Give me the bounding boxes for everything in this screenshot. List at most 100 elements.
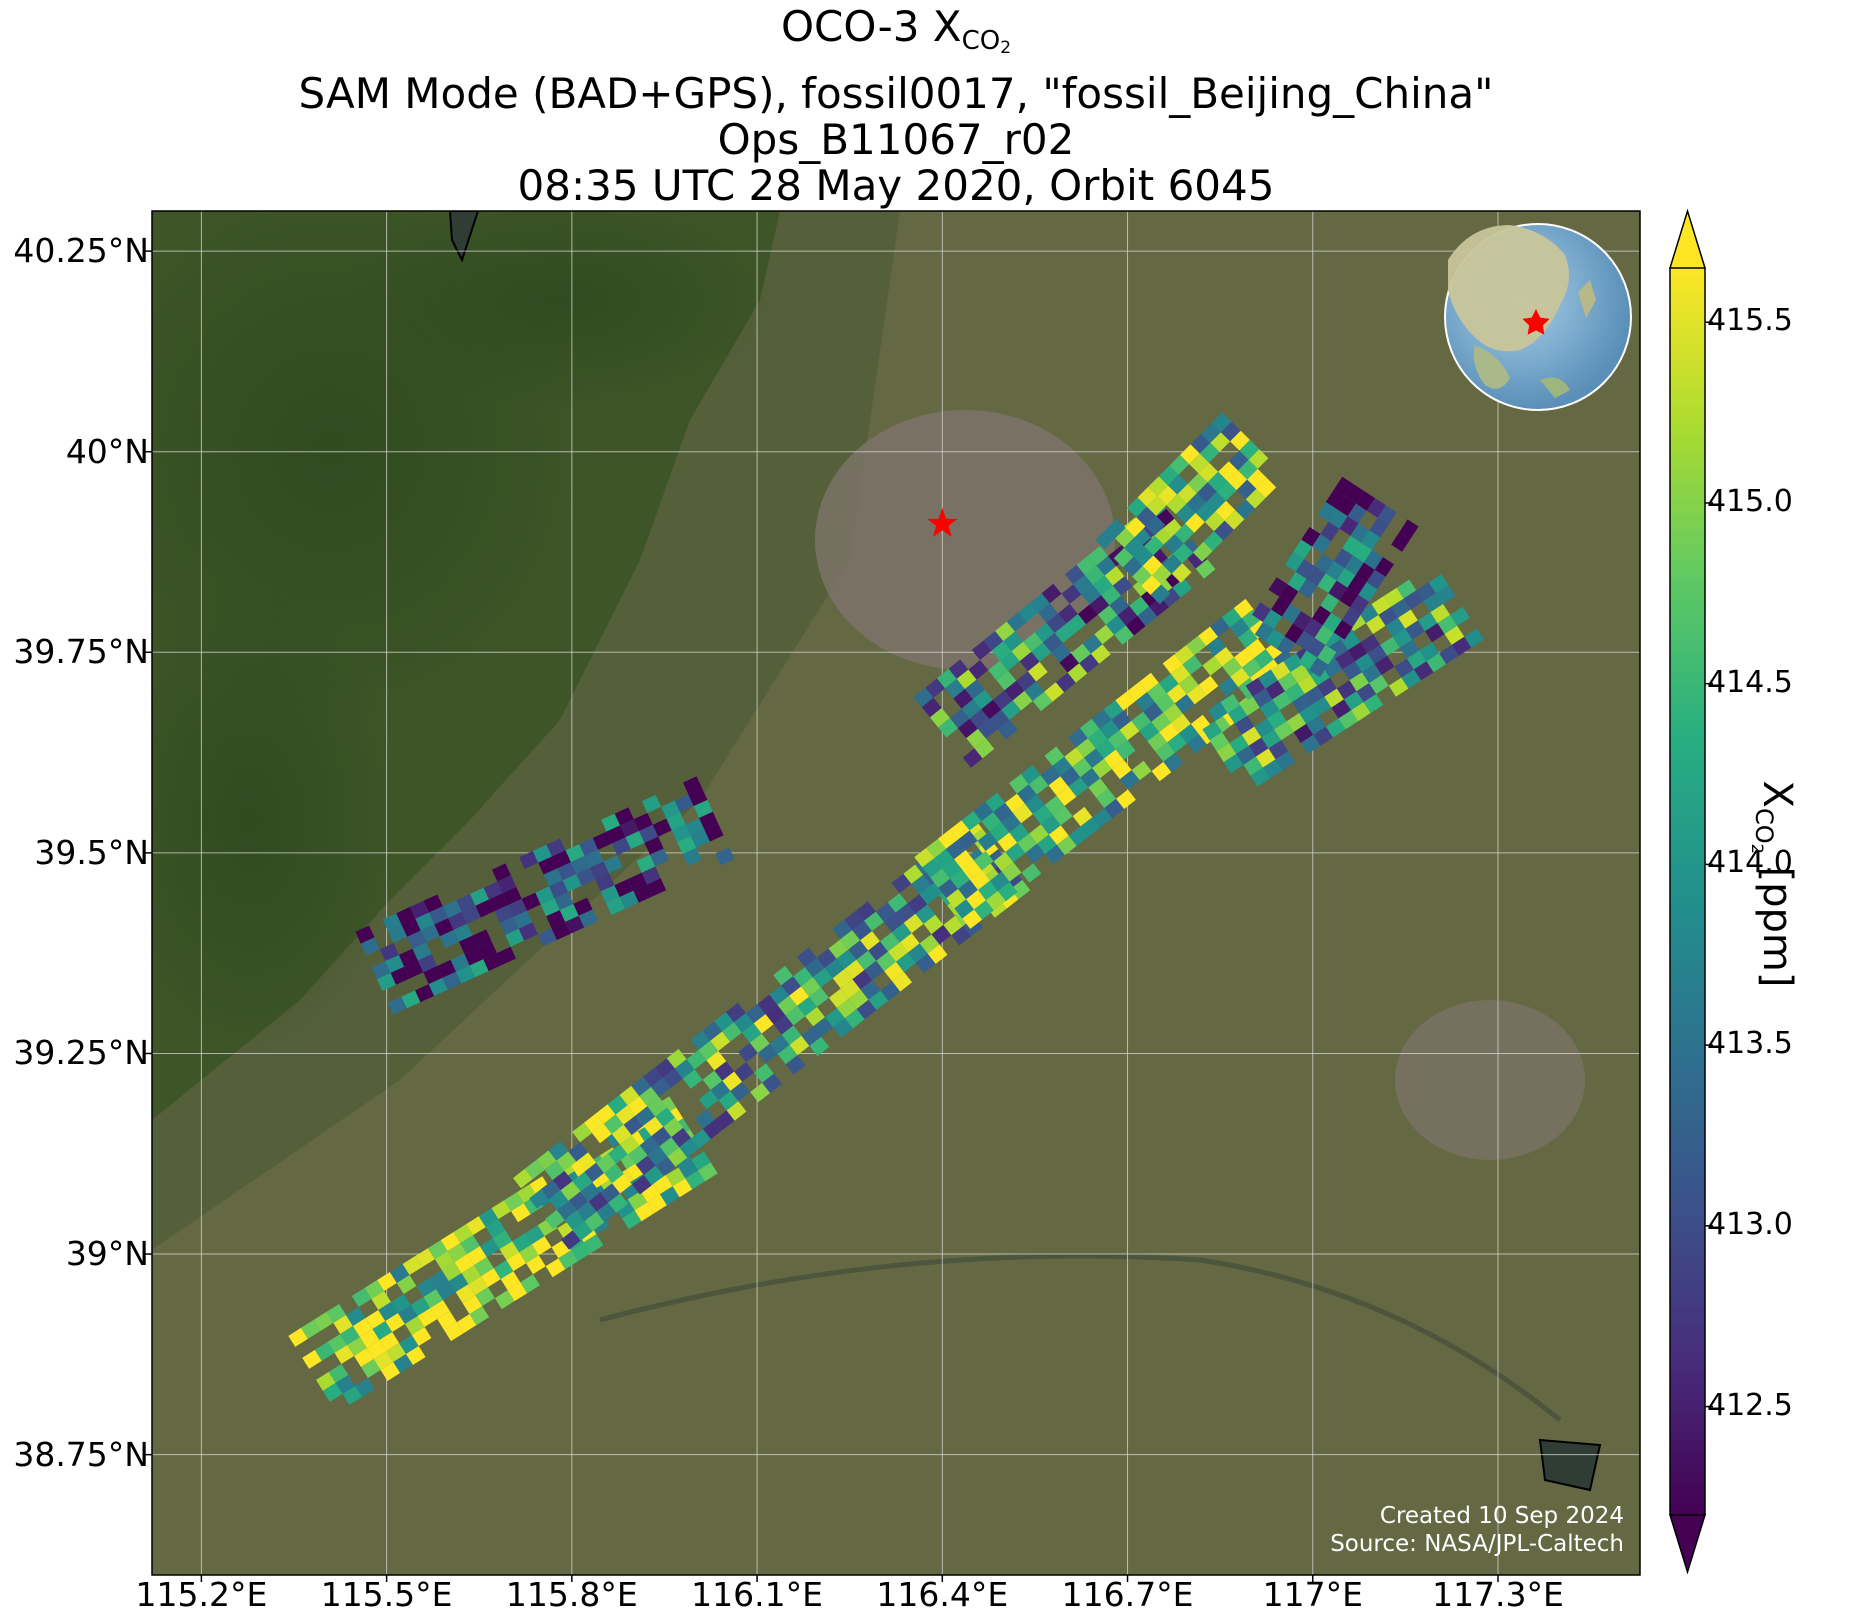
xco2-footprint <box>1092 758 1112 779</box>
xco2-footprint <box>1145 515 1166 536</box>
xco2-footprints <box>288 412 1484 1405</box>
colorbar <box>1668 208 1713 1575</box>
xco2-footprint <box>1052 756 1073 777</box>
xco2-footprint <box>1163 534 1184 554</box>
xco2-footprint <box>1426 653 1447 673</box>
xco2-footprint <box>551 921 571 940</box>
xco2-footprint <box>1405 620 1425 640</box>
xco2-footprint <box>1285 683 1305 703</box>
xco2-footprint <box>1253 649 1274 669</box>
xco2-footprint <box>628 872 648 891</box>
xco2-footprint <box>608 1193 629 1213</box>
xco2-footprint <box>1147 682 1167 703</box>
xco2-footprint <box>1172 578 1193 598</box>
xco2-footprint <box>1262 609 1282 630</box>
xco2-footprint <box>1072 757 1093 778</box>
xco2-footprint <box>1416 582 1436 602</box>
xco2-footprint <box>564 1210 585 1231</box>
xco2-footprint <box>1207 702 1228 722</box>
xco2-footprint <box>506 1252 527 1272</box>
xco2-footprint <box>1312 534 1332 554</box>
xco2-footprint <box>1248 449 1269 469</box>
xco2-footprint <box>417 1308 438 1327</box>
xco2-footprint <box>1079 653 1100 674</box>
xco2-footprint <box>1306 637 1326 658</box>
xco2-footprint <box>1190 433 1211 454</box>
xco2-footprint <box>989 871 1010 891</box>
xco2-footprint <box>423 966 443 985</box>
xco2-footprint <box>1366 569 1386 590</box>
xco2-footprint <box>666 1048 687 1069</box>
xco2-footprint <box>1162 654 1183 674</box>
xco2-footprint <box>1306 715 1326 735</box>
xco2-footprint <box>1430 604 1451 624</box>
xco2-footprint <box>1248 737 1269 757</box>
xco2-footprint <box>623 1115 644 1135</box>
xco2-footprint <box>1255 748 1276 768</box>
xco2-footprint <box>1115 691 1136 711</box>
xco2-footprint <box>1149 597 1169 617</box>
xco2-footprint <box>508 898 528 917</box>
xco2-footprint <box>335 1375 356 1394</box>
xco2-footprint <box>1252 688 1273 708</box>
xco2-footprint <box>614 879 634 897</box>
xco2-footprint <box>1151 761 1172 782</box>
xco2-footprint <box>956 669 977 689</box>
xco2-footprint <box>973 689 993 710</box>
xco2-footprint <box>584 1113 604 1133</box>
xco2-footprint <box>1361 530 1381 550</box>
xco2-footprint <box>604 1163 624 1184</box>
xco2-footprint <box>970 828 991 849</box>
xco2-footprint <box>407 930 427 949</box>
xco2-footprint <box>371 1291 391 1310</box>
xco2-footprint <box>1391 532 1411 552</box>
xco2-footprint <box>1061 584 1082 604</box>
xco2-footprint <box>494 1290 515 1310</box>
colorbar-extend-min <box>1668 1514 1707 1575</box>
xco2-footprint <box>793 967 813 987</box>
red-star-icon <box>927 507 958 537</box>
xco2-footprint <box>741 1023 762 1043</box>
xco2-footprint <box>665 1167 686 1187</box>
xco2-footprint <box>915 904 936 924</box>
xco2-footprint <box>1242 658 1262 678</box>
xco2-footprint <box>642 794 662 813</box>
xco2-footprint <box>1347 503 1367 524</box>
xco2-footprint <box>698 1040 719 1061</box>
xco2-footprint <box>639 824 659 843</box>
xco2-footprint <box>1082 634 1103 654</box>
xco2-footprint <box>644 836 664 855</box>
xco2-footprint <box>1163 752 1184 773</box>
xco2-footprint <box>1317 677 1337 697</box>
xco2-footprint <box>647 1194 667 1214</box>
xco2-footprint <box>415 912 435 931</box>
xco2-footprint <box>1229 618 1250 638</box>
xco2-footprint <box>1119 770 1140 790</box>
xco2-footprint <box>971 640 992 660</box>
xco2-footprint <box>512 1233 532 1253</box>
xco2-footprint <box>1339 587 1359 608</box>
xco2-footprint <box>1388 677 1409 697</box>
xco2-footprint <box>1150 584 1171 605</box>
xco2-footprint <box>472 929 492 948</box>
xco2-footprint <box>1195 559 1216 579</box>
xco2-footprint <box>1424 623 1445 643</box>
xco2-footprint <box>548 1141 569 1161</box>
xco2-footprint <box>964 679 985 700</box>
xco2-footprint <box>931 924 952 945</box>
xco2-footprint <box>995 621 1015 642</box>
xco2-footprint <box>934 848 954 869</box>
xco2-footprint <box>1023 632 1043 652</box>
xco2-footprint <box>633 813 653 831</box>
xco2-footprint <box>671 1127 692 1148</box>
xco2-footprint <box>1377 505 1397 525</box>
xco2-footprint <box>1235 499 1255 520</box>
xco2-footprint <box>469 1306 490 1326</box>
xco2-footprint <box>661 800 681 819</box>
xco2-footprint <box>804 957 825 978</box>
xco2-footprint <box>1317 645 1337 665</box>
xco2-footprint <box>1052 805 1073 826</box>
xco2-footprint <box>840 979 861 999</box>
xco2-footprint <box>1210 617 1230 637</box>
xco2-footprint <box>1174 694 1195 714</box>
